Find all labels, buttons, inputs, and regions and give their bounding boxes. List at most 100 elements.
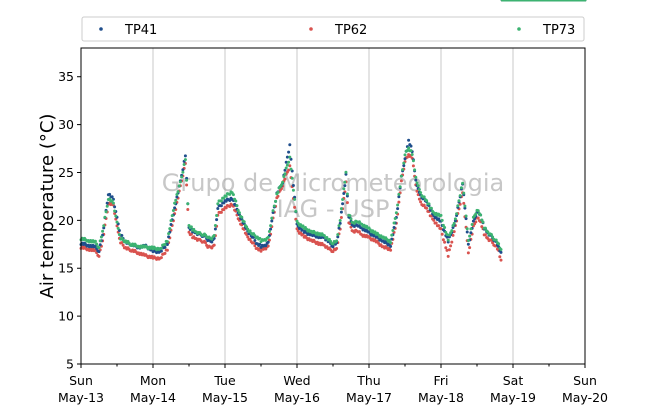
point-TP73 — [489, 233, 493, 237]
point-TP41 — [284, 160, 288, 164]
point-TP73 — [344, 170, 348, 174]
point-TP73 — [416, 184, 420, 188]
y-tick-label-30: 30 — [58, 117, 74, 132]
point-TP62 — [437, 224, 441, 228]
point-TP62 — [476, 216, 480, 220]
point-TP41 — [108, 192, 112, 196]
point-TP41 — [253, 238, 257, 242]
point-TP73 — [461, 181, 465, 185]
point-TP73 — [272, 204, 276, 208]
point-TP73 — [248, 229, 252, 233]
point-TP73 — [99, 235, 103, 239]
point-TP41 — [266, 240, 270, 244]
point-TP41 — [287, 150, 291, 154]
point-TP41 — [102, 226, 106, 230]
point-TP73 — [440, 218, 444, 222]
point-TP41 — [337, 226, 341, 230]
y-tick-label-15: 15 — [58, 261, 74, 276]
legend-marker-TP73 — [517, 27, 521, 31]
point-TP62 — [443, 240, 447, 244]
point-TP41 — [445, 235, 449, 239]
point-TP73 — [282, 175, 286, 179]
point-TP41 — [183, 154, 187, 158]
point-TP41 — [396, 207, 400, 211]
point-TP62 — [159, 256, 163, 260]
x-tick-date-0: May-13 — [58, 390, 104, 405]
point-TP73 — [445, 233, 449, 237]
point-TP73 — [222, 196, 226, 200]
point-TP62 — [185, 183, 189, 187]
point-TP73 — [288, 155, 292, 159]
legend-marker-TP41 — [99, 27, 103, 31]
point-TP41 — [499, 250, 503, 254]
point-TP62 — [288, 164, 292, 168]
point-TP62 — [120, 241, 124, 245]
point-TP73 — [111, 201, 115, 205]
point-TP73 — [186, 202, 190, 206]
y-tick-label-5: 5 — [66, 357, 74, 372]
point-TP73 — [352, 221, 356, 225]
point-TP73 — [451, 224, 455, 228]
point-TP62 — [451, 233, 455, 237]
point-TP41 — [293, 195, 297, 199]
point-TP41 — [288, 143, 292, 147]
x-tick-day-2: Tue — [213, 373, 236, 388]
x-tick-day-7: Sun — [573, 373, 597, 388]
point-TP62 — [315, 240, 319, 244]
point-TP41 — [270, 219, 274, 223]
point-TP41 — [464, 217, 468, 221]
point-TP73 — [180, 175, 184, 179]
point-TP41 — [258, 242, 262, 246]
point-TP73 — [116, 226, 120, 230]
point-TP41 — [331, 245, 335, 249]
point-TP73 — [390, 233, 394, 237]
point-TP41 — [402, 164, 406, 168]
point-TP73 — [101, 229, 105, 233]
point-TP73 — [479, 213, 483, 217]
point-TP62 — [335, 247, 339, 251]
point-TP41 — [343, 184, 347, 188]
point-TP73 — [236, 208, 240, 212]
point-TP41 — [389, 244, 393, 248]
point-TP73 — [281, 180, 285, 184]
point-TP62 — [283, 177, 287, 181]
y-tick-label-20: 20 — [58, 213, 74, 228]
point-TP73 — [392, 221, 396, 225]
y-tick-label-25: 25 — [58, 165, 74, 180]
point-TP73 — [173, 201, 177, 205]
point-TP41 — [291, 184, 295, 188]
point-TP62 — [121, 243, 125, 247]
point-TP73 — [290, 176, 294, 180]
point-TP73 — [289, 167, 293, 171]
point-TP41 — [397, 195, 401, 199]
point-TP73 — [410, 152, 414, 156]
point-TP73 — [470, 223, 474, 227]
point-TP62 — [422, 203, 426, 207]
y-tick-label-35: 35 — [58, 69, 74, 84]
point-TP73 — [322, 234, 326, 238]
point-TP41 — [165, 242, 169, 246]
point-TP62 — [444, 246, 448, 250]
point-TP41 — [222, 201, 226, 205]
point-TP62 — [399, 179, 403, 183]
point-TP41 — [392, 225, 396, 229]
point-TP62 — [252, 241, 256, 245]
point-TP73 — [463, 204, 467, 208]
point-TP73 — [231, 193, 235, 197]
point-TP73 — [396, 203, 400, 207]
point-TP73 — [462, 191, 466, 195]
point-TP62 — [339, 216, 343, 220]
point-TP73 — [245, 225, 249, 229]
point-TP41 — [469, 231, 473, 235]
point-TP62 — [97, 254, 101, 258]
point-TP73 — [108, 197, 112, 201]
point-TP73 — [103, 215, 107, 219]
point-TP73 — [411, 159, 415, 163]
point-TP41 — [465, 230, 469, 234]
point-TP62 — [411, 164, 415, 168]
point-TP73 — [235, 204, 239, 208]
point-TP73 — [279, 183, 283, 187]
point-TP73 — [387, 238, 391, 242]
point-TP73 — [98, 239, 102, 243]
legend-label-TP62: TP62 — [334, 23, 367, 38]
